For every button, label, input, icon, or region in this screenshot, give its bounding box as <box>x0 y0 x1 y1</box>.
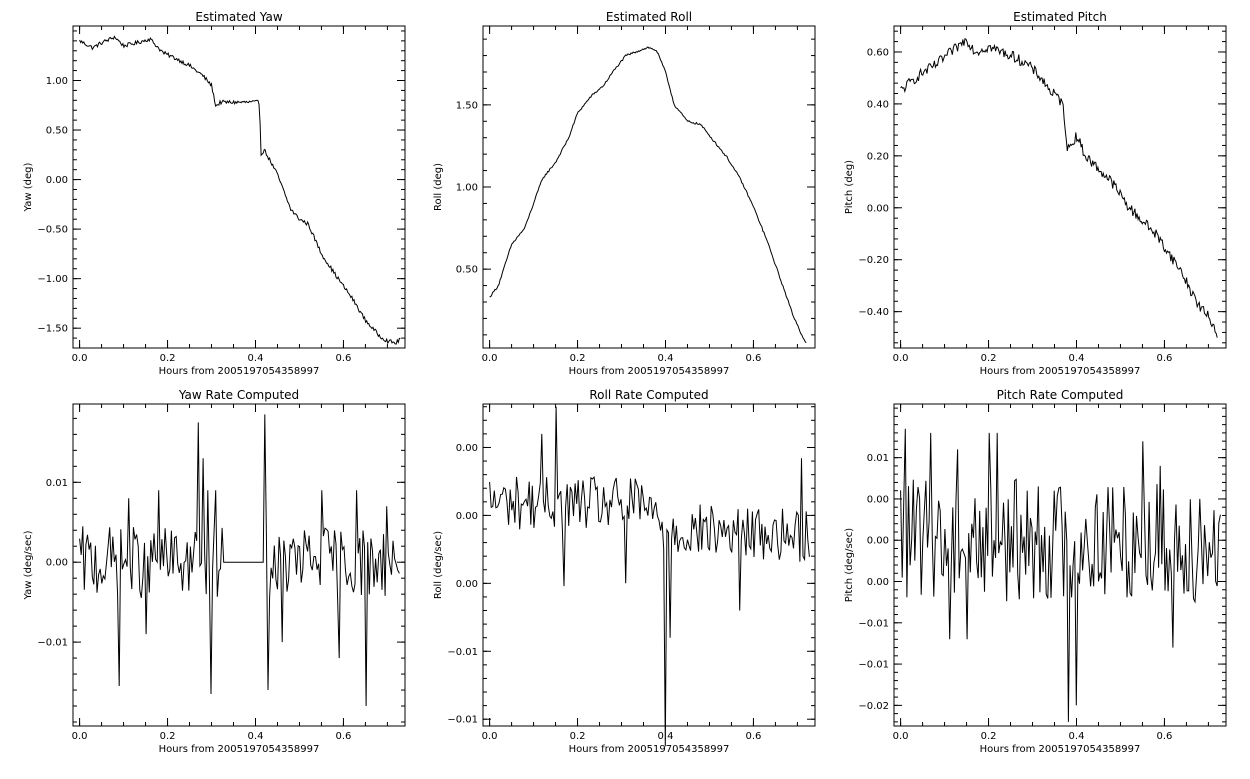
y-tick-label: −0.40 <box>858 307 889 318</box>
x-axis-label: Hours from 2005197054358997 <box>159 366 320 377</box>
plot-frame <box>72 403 406 727</box>
plot-frame <box>72 25 406 349</box>
y-tick-label: −0.50 <box>37 225 68 236</box>
panel-pitch: Estimated Pitch 0.0 0.2 0.4 0.6 0.60 0.40 0.20 0… <box>844 10 1227 377</box>
y-tick-label: 0.00 <box>867 494 889 505</box>
y-tick-label: 0.00 <box>456 443 478 454</box>
panel-roll: Estimated Roll 0.0 0.2 0.4 0.6 1.50 1.00 0.50 Ho… <box>433 10 816 377</box>
plot-frame <box>482 403 816 727</box>
series-line <box>489 406 810 747</box>
y-tick-label: 0.01 <box>46 478 68 489</box>
y-tick-label: 0.50 <box>46 126 68 137</box>
x-tick-label: 0.2 <box>160 353 176 364</box>
series-line <box>79 35 401 345</box>
y-axis-label: Yaw (deg) <box>23 162 34 212</box>
panel-yaw: Estimated Yaw 0.0 0.2 0.4 0.6 1.00 0.50 0.00 −0.… <box>23 10 406 377</box>
x-axis-label: Hours from 2005197054358997 <box>980 366 1141 377</box>
y-tick-label: −0.01 <box>858 618 889 629</box>
y-axis-label: Pitch (deg) <box>844 160 855 214</box>
y-tick-label: 1.00 <box>456 183 478 194</box>
x-tick-label: 0.4 <box>658 353 674 364</box>
x-tick-label: 0.0 <box>893 353 909 364</box>
chart-title: Roll Rate Computed <box>589 388 708 402</box>
y-axis-label: Roll (deg) <box>433 163 444 211</box>
x-tick-label: 0.2 <box>570 731 586 742</box>
y-tick-label: −1.00 <box>37 274 68 285</box>
y-tick-label: 0.00 <box>867 203 889 214</box>
y-tick-label: 0.60 <box>867 47 889 58</box>
x-tick-label: 0.4 <box>248 731 264 742</box>
chart-title: Estimated Roll <box>606 10 692 24</box>
chart-title: Estimated Yaw <box>195 10 282 24</box>
x-tick-label: 0.0 <box>72 353 88 364</box>
y-tick-label: 1.50 <box>456 100 478 111</box>
y-axis-label: Yaw (deg/sec) <box>23 530 34 600</box>
x-tick-label: 0.2 <box>570 353 586 364</box>
panel-yaw-rate: Yaw Rate Computed 0.0 0.2 0.4 0.6 0.01 0.00 −0.… <box>23 388 406 755</box>
x-tick-label: 0.0 <box>482 353 498 364</box>
x-tick-label: 0.4 <box>1069 731 1085 742</box>
x-tick-label: 0.6 <box>335 731 351 742</box>
x-tick-label: 0.4 <box>1069 353 1085 364</box>
chart-title: Yaw Rate Computed <box>178 388 299 402</box>
y-tick-label: −0.20 <box>858 255 889 266</box>
plot-frame <box>482 25 816 349</box>
y-axis-label: Pitch (deg/sec) <box>844 528 855 603</box>
x-tick-label: 0.2 <box>160 731 176 742</box>
x-tick-label: 0.6 <box>1156 353 1172 364</box>
y-tick-label: −0.01 <box>37 638 68 649</box>
x-tick-label: 0.2 <box>981 353 997 364</box>
series-line <box>900 37 1218 338</box>
y-tick-label: −0.01 <box>858 660 889 671</box>
x-tick-label: 0.6 <box>745 353 761 364</box>
y-tick-label: −0.02 <box>858 701 889 712</box>
y-tick-label: 0.40 <box>867 99 889 110</box>
x-axis-label: Hours from 2005197054358997 <box>159 744 320 755</box>
y-tick-label: 0.00 <box>46 558 68 569</box>
y-axis-label: Roll (deg/sec) <box>433 531 444 599</box>
chart-title: Estimated Pitch <box>1013 10 1107 24</box>
x-tick-label: 0.6 <box>745 731 761 742</box>
y-tick-label: 0.01 <box>867 453 889 464</box>
x-tick-label: 0.0 <box>482 731 498 742</box>
x-axis-label: Hours from 2005197054358997 <box>569 366 730 377</box>
plot-frame <box>893 25 1227 349</box>
x-tick-label: 0.2 <box>981 731 997 742</box>
series-line <box>489 46 807 344</box>
x-tick-label: 0.6 <box>1156 731 1172 742</box>
x-tick-label: 0.6 <box>335 353 351 364</box>
y-tick-label: 0.00 <box>46 175 68 186</box>
y-tick-label: 1.00 <box>46 76 68 87</box>
y-tick-label: 0.20 <box>867 151 889 162</box>
y-tick-label: 0.00 <box>456 579 478 590</box>
x-axis-label: Hours from 2005197054358997 <box>980 744 1141 755</box>
chart-title: Pitch Rate Computed <box>997 388 1124 402</box>
x-tick-label: 0.0 <box>72 731 88 742</box>
series-line <box>79 414 400 707</box>
y-tick-label: 0.00 <box>867 536 889 547</box>
y-tick-label: −0.01 <box>447 715 478 726</box>
x-tick-label: 0.0 <box>893 731 909 742</box>
y-tick-label: 0.00 <box>456 511 478 522</box>
x-tick-label: 0.4 <box>248 353 264 364</box>
panel-pitch-rate: Pitch Rate Computed 0.0 0.2 0.4 0.6 0.01 0.00 0… <box>844 388 1227 755</box>
y-tick-label: 0.50 <box>456 265 478 276</box>
x-axis-label: Hours from 2005197054358997 <box>569 744 730 755</box>
y-tick-label: −0.01 <box>447 647 478 658</box>
series-line <box>900 428 1221 722</box>
y-tick-label: 0.00 <box>867 577 889 588</box>
y-tick-label: −1.50 <box>37 324 68 335</box>
